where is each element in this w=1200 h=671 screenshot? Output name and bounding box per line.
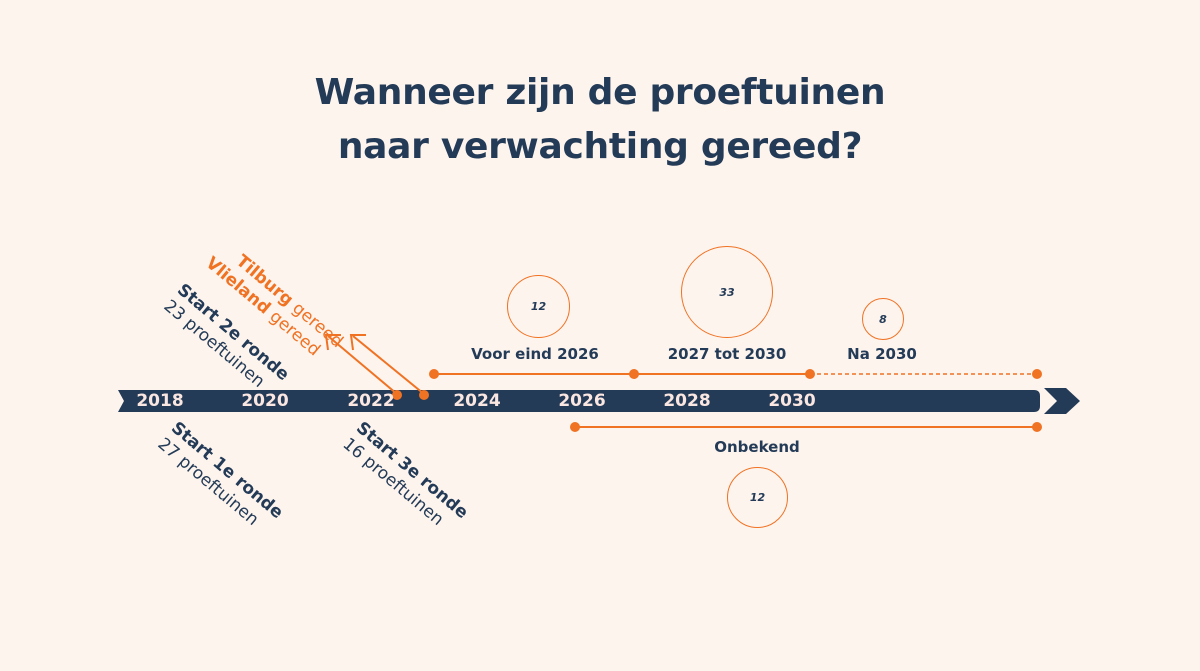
category-voor-eind-2026: Voor eind 2026 bbox=[471, 345, 599, 363]
completion-arrows bbox=[324, 334, 425, 395]
count-circle-na-2030: 8 bbox=[862, 298, 904, 340]
timeline-bar bbox=[118, 390, 1040, 412]
year-2022: 2022 bbox=[347, 391, 395, 411]
count-circle-onbekend: 12 bbox=[727, 467, 788, 528]
tilburg-marker bbox=[392, 390, 402, 400]
category-2027-tot-2030: 2027 tot 2030 bbox=[667, 345, 787, 363]
title-line-2: naar verwachting gereed? bbox=[337, 126, 863, 167]
category-na-2030: Na 2030 bbox=[847, 345, 917, 363]
year-2018: 2018 bbox=[136, 391, 184, 411]
vlieland-marker bbox=[419, 390, 429, 400]
timeline-arrow-icon bbox=[1044, 388, 1080, 414]
year-2030: 2030 bbox=[768, 391, 816, 411]
year-2026: 2026 bbox=[558, 391, 606, 411]
page-title: Wanneer zijn de proeftuinen naar verwach… bbox=[0, 66, 1200, 174]
year-2020: 2020 bbox=[241, 391, 289, 411]
year-2028: 2028 bbox=[663, 391, 711, 411]
title-line-1: Wanneer zijn de proeftuinen bbox=[314, 72, 886, 113]
year-2024: 2024 bbox=[453, 391, 501, 411]
count-circle-voor-eind-2026: 12 bbox=[507, 275, 570, 338]
category-onbekend: Onbekend bbox=[714, 438, 800, 456]
count-circle-2027-tot-2030: 33 bbox=[681, 246, 773, 338]
